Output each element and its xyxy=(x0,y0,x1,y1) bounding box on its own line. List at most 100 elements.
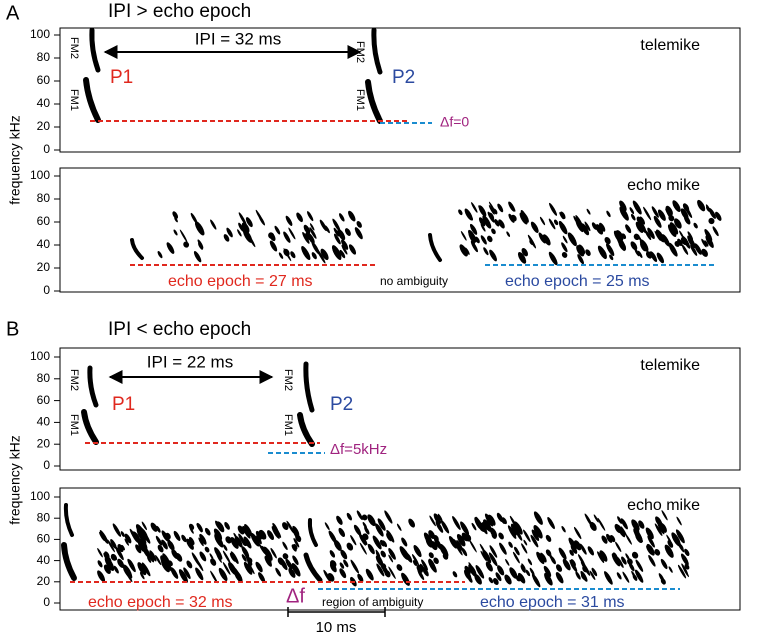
echo-blob xyxy=(509,567,518,579)
echo-blob xyxy=(122,564,133,579)
echo-blob xyxy=(609,254,614,261)
echo-blob xyxy=(243,536,252,549)
echo-blob xyxy=(577,254,584,265)
echo-blob xyxy=(604,571,613,585)
echo-blob xyxy=(288,567,296,578)
echo-blob xyxy=(645,527,654,540)
echo-blob xyxy=(597,245,607,260)
echo-blob xyxy=(241,554,247,562)
echo-blob xyxy=(469,539,477,553)
echo-blob xyxy=(170,567,179,579)
echo-blob xyxy=(617,234,626,248)
echo-blob xyxy=(553,219,559,226)
echo-blob xyxy=(301,246,311,261)
echo-blob xyxy=(307,211,314,222)
echo-blob xyxy=(210,219,217,230)
plot-frame xyxy=(59,27,741,153)
echo-blob xyxy=(680,553,689,566)
echo-blob xyxy=(115,546,124,561)
echo-blob xyxy=(475,516,481,525)
echo-blob xyxy=(452,516,461,530)
echo-blob xyxy=(258,572,266,583)
echo-blob xyxy=(580,573,586,580)
echo-blob xyxy=(665,205,673,216)
y-tick-label: 0 xyxy=(43,283,50,297)
echo-blob xyxy=(570,559,576,567)
echo-blob xyxy=(575,571,581,580)
echo-blob xyxy=(597,551,605,564)
echo-blob xyxy=(437,513,443,522)
echo-blob xyxy=(539,216,546,226)
echo-blob xyxy=(97,547,103,558)
echo-blob xyxy=(386,533,392,542)
echo-blob xyxy=(209,553,214,560)
echo-blob xyxy=(657,523,665,535)
echo-blob xyxy=(264,555,272,567)
echo-blob xyxy=(413,545,422,558)
y-tick-label: 0 xyxy=(43,458,50,472)
echo-blob xyxy=(512,551,520,564)
spectrogram-call xyxy=(428,233,442,262)
echo-blob xyxy=(161,530,169,542)
echo-blob xyxy=(669,222,679,235)
echo-blob xyxy=(480,235,487,245)
echo-blob xyxy=(226,227,233,238)
epoch-label: echo epoch = 32 ms xyxy=(88,594,233,611)
echo-blob xyxy=(606,533,613,543)
echo-blob xyxy=(222,550,231,564)
echo-blob xyxy=(196,523,202,533)
echo-blob xyxy=(459,244,468,257)
echo-blob xyxy=(269,240,278,252)
spectrogram-call xyxy=(130,238,144,260)
echo-blob xyxy=(625,534,632,545)
ipi-label: IPI = 32 ms xyxy=(195,29,281,48)
echo-blob xyxy=(491,228,496,235)
spectrogram-call xyxy=(89,27,101,73)
echo-blob xyxy=(589,570,596,581)
echo-blob xyxy=(482,215,492,229)
echo-blob xyxy=(591,222,598,230)
echo-blob xyxy=(653,215,662,228)
echo-blob xyxy=(138,541,146,552)
echo-blob xyxy=(660,558,668,570)
echo-blob xyxy=(480,523,488,535)
echo-blob xyxy=(103,564,111,575)
echo-blob xyxy=(482,549,492,564)
plot-frame xyxy=(59,347,741,471)
echo-blob xyxy=(547,517,555,530)
echo-blob xyxy=(396,523,402,532)
echo-blob xyxy=(117,558,125,568)
y-tick-label: 60 xyxy=(37,73,51,87)
echo-blob xyxy=(664,544,674,558)
echo-blob xyxy=(367,543,375,555)
echo-blob xyxy=(141,521,148,531)
echo-blob xyxy=(113,554,118,561)
echo-blob xyxy=(433,534,439,542)
fm-label: FM1 xyxy=(68,414,80,436)
echo-blob xyxy=(559,211,566,220)
echo-blob xyxy=(124,538,129,546)
delta-f: Δf xyxy=(286,585,305,607)
y-tick-label: 60 xyxy=(37,393,51,407)
echo-blob xyxy=(329,560,337,568)
echo-blob xyxy=(460,230,467,241)
fm-label: FM1 xyxy=(354,89,366,111)
echo-blob xyxy=(632,200,642,215)
echo-blob xyxy=(708,217,715,225)
echo-blob xyxy=(183,241,190,248)
echo-blob xyxy=(715,211,722,221)
echo-blob xyxy=(311,241,320,255)
echo-blob xyxy=(633,233,640,241)
echo-blob xyxy=(665,208,673,221)
pulse-label: P2 xyxy=(330,394,353,415)
spectrogram-call xyxy=(87,365,99,408)
echo-blob xyxy=(388,554,394,563)
echo-blob xyxy=(173,530,181,541)
echo-blob xyxy=(549,202,558,216)
y-tick-label: 20 xyxy=(37,119,51,133)
echo-blob xyxy=(464,533,472,542)
echo-blob xyxy=(440,520,450,534)
echo-blob xyxy=(637,250,643,258)
echo-blob xyxy=(183,567,191,579)
echo-blob xyxy=(693,222,698,229)
